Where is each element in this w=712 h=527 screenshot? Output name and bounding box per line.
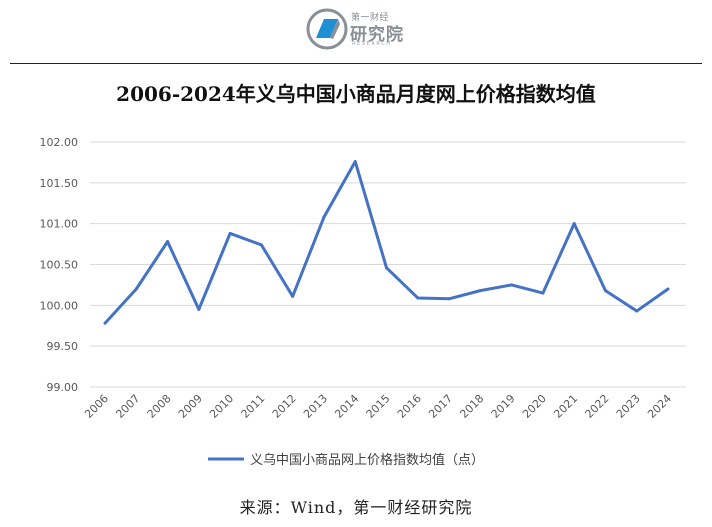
data-point [666,287,670,291]
x-tick-label: 2011 [239,392,268,421]
y-tick-label: 101.00 [40,218,79,231]
y-tick-label: 99.50 [47,340,79,353]
series-line [103,160,669,325]
y-tick-label: 101.50 [40,177,79,190]
data-point [385,266,388,270]
x-tick-label: 2015 [364,392,393,421]
data-point [416,296,420,300]
y-tick-label: 102.00 [40,136,79,149]
x-tick-label: 2016 [395,392,424,421]
logo-main-text: 研究院 [350,25,404,45]
series-lines [103,160,670,325]
data-point [603,289,607,293]
data-point [635,309,639,313]
x-tick-label: 2010 [207,392,236,421]
header-divider [10,63,702,64]
logo-top-text: 第一财经 [351,13,390,23]
brand-logo: 第一财经 研究院 RESEARCH [306,6,426,52]
logo-sub-text: RESEARCH [352,41,392,47]
data-point [572,222,576,226]
x-tick-label: 2006 [82,392,111,421]
x-tick-label: 2019 [489,392,518,421]
x-tick-label: 2012 [270,392,299,421]
data-point [353,160,357,164]
gridlines [90,141,686,388]
data-point [322,215,326,219]
chart-title: 2006-2024年义乌中国小商品月度网上价格指数均值 [116,82,596,106]
y-tick-label: 100.50 [40,259,79,272]
x-tick-label: 2009 [176,392,205,421]
x-tick-label: 2008 [145,392,174,421]
data-point [259,243,263,247]
x-tick-label: 2017 [426,392,455,421]
y-tick-label: 99.00 [47,381,79,394]
logo-emblem-icon [306,8,348,50]
data-point [103,321,107,325]
data-point [541,291,545,295]
legend-label: 义乌中国小商品网上价格指数均值（点） [250,452,484,468]
x-tick-label: 2021 [551,392,580,421]
x-tick-label: 2007 [113,392,142,421]
legend: 义乌中国小商品网上价格指数均值（点） [208,452,484,468]
data-point [510,283,514,287]
data-point [197,307,201,311]
x-axis-ticks: 2006 2007 2008 2009 2010 2011 2012 2013 2014 2015… [82,392,674,421]
source-note: 来源：Wind，第一财经研究院 [239,498,473,517]
x-tick-label: 2018 [457,392,486,421]
x-tick-label: 2024 [645,392,674,421]
x-tick-label: 2014 [332,392,361,421]
data-point [134,287,138,291]
data-point [166,240,170,244]
x-tick-label: 2022 [583,392,612,421]
y-tick-label: 100.00 [40,299,79,312]
data-point [478,289,482,293]
data-point [291,294,295,298]
data-point [228,231,232,235]
x-tick-label: 2020 [520,392,549,421]
x-tick-label: 2013 [301,392,330,421]
y-axis-ticks: 99.00 99.50 100.00 100.50 101.00 101.50 102.00 [40,136,79,394]
x-tick-label: 2023 [614,392,643,421]
data-point [447,297,451,301]
